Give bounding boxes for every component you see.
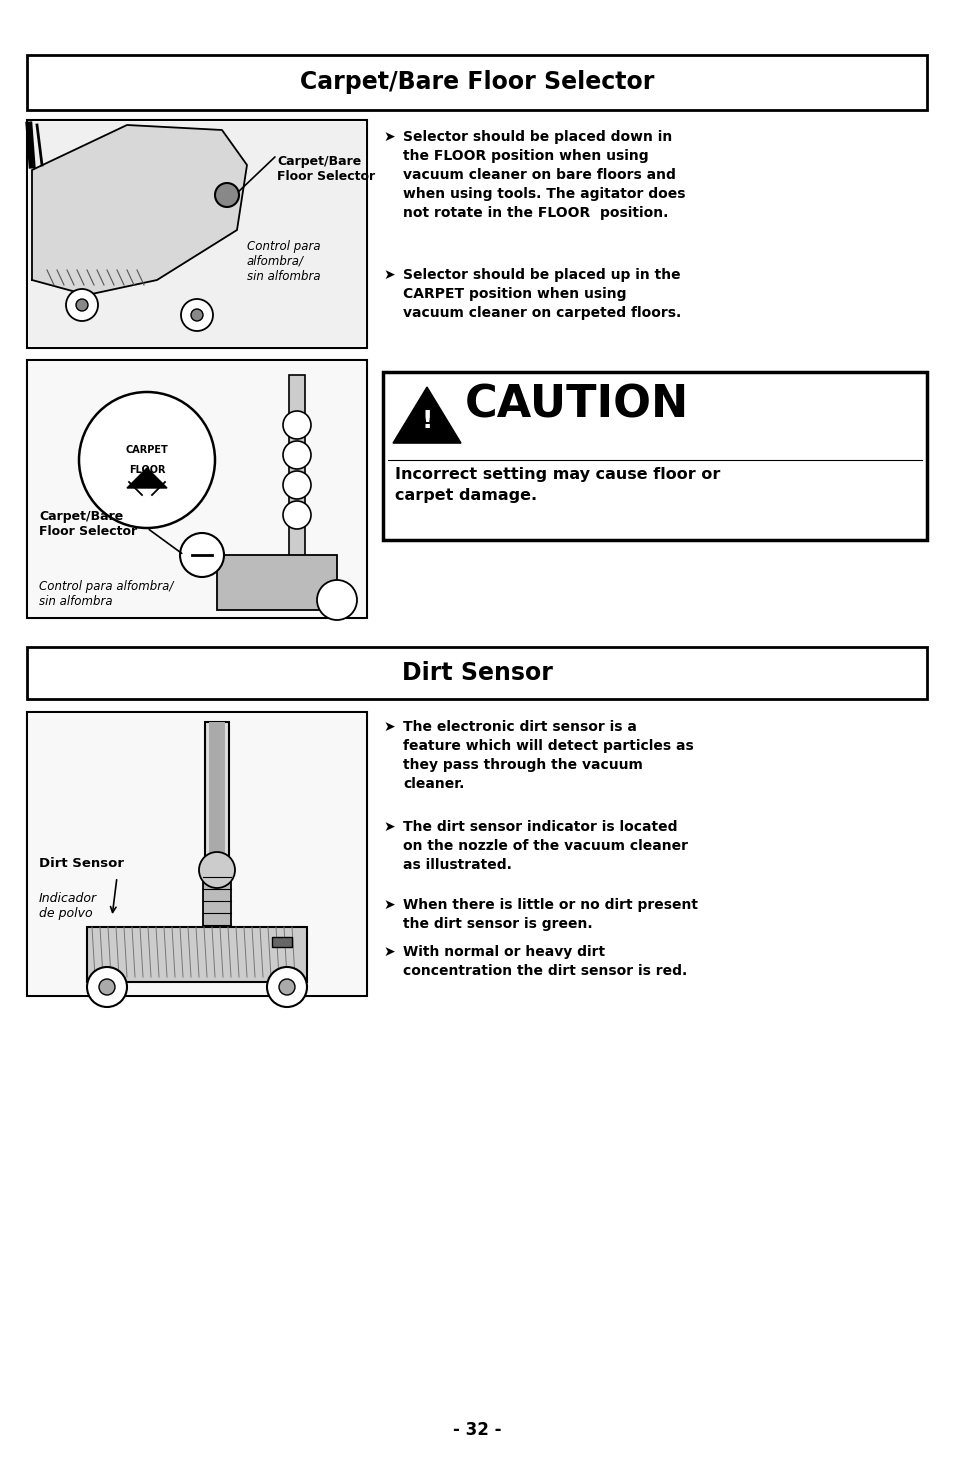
Text: Dirt Sensor: Dirt Sensor — [401, 661, 552, 684]
Text: ➤: ➤ — [382, 268, 395, 282]
Text: When there is little or no dirt present
the dirt sensor is green.: When there is little or no dirt present … — [402, 898, 698, 931]
Text: CAUTION: CAUTION — [464, 384, 688, 426]
Bar — [27, 360, 367, 618]
Bar — [272, 937, 292, 947]
Bar — [289, 375, 305, 575]
Text: Selector should be placed up in the
CARPET position when using
vacuum cleaner on: Selector should be placed up in the CARP… — [402, 268, 680, 320]
Circle shape — [283, 412, 311, 440]
Text: Dirt Sensor: Dirt Sensor — [39, 857, 124, 870]
Text: Control para
alfombra/
sin alfombra: Control para alfombra/ sin alfombra — [247, 240, 320, 283]
Text: !: ! — [421, 409, 433, 434]
Text: Indicador
de polvo: Indicador de polvo — [39, 892, 97, 920]
Text: ➤: ➤ — [382, 130, 395, 145]
Text: CARPET: CARPET — [126, 445, 168, 454]
Circle shape — [79, 392, 214, 528]
Circle shape — [316, 580, 356, 620]
Text: The dirt sensor indicator is located
on the nozzle of the vacuum cleaner
as illu: The dirt sensor indicator is located on … — [402, 820, 687, 872]
Circle shape — [87, 968, 127, 1007]
Text: Control para alfombra/
sin alfombra: Control para alfombra/ sin alfombra — [39, 580, 173, 608]
Circle shape — [214, 183, 239, 207]
Circle shape — [99, 979, 115, 996]
Bar — [29, 714, 365, 994]
Bar — [27, 648, 926, 699]
Bar — [27, 712, 367, 996]
Polygon shape — [393, 386, 460, 442]
Circle shape — [191, 308, 203, 322]
Text: FLOOR: FLOOR — [129, 465, 165, 475]
Bar — [209, 721, 225, 867]
Text: Selector should be placed down in
the FLOOR position when using
vacuum cleaner o: Selector should be placed down in the FL… — [402, 130, 685, 220]
Polygon shape — [32, 125, 247, 295]
Text: ➤: ➤ — [382, 720, 395, 735]
Circle shape — [283, 502, 311, 530]
Text: Carpet/Bare
Floor Selector: Carpet/Bare Floor Selector — [39, 510, 137, 538]
Bar — [87, 926, 307, 982]
Text: - 32 -: - 32 - — [453, 1420, 500, 1440]
Polygon shape — [127, 468, 167, 488]
Circle shape — [180, 532, 224, 577]
Circle shape — [199, 853, 234, 888]
Text: Incorrect setting may cause floor or
carpet damage.: Incorrect setting may cause floor or car… — [395, 468, 720, 503]
Text: ➤: ➤ — [382, 898, 395, 912]
Text: ➤: ➤ — [382, 945, 395, 959]
Bar — [203, 872, 231, 932]
Text: The electronic dirt sensor is a
feature which will detect particles as
they pass: The electronic dirt sensor is a feature … — [402, 720, 693, 791]
Circle shape — [267, 968, 307, 1007]
Bar — [27, 119, 367, 348]
Text: ➤: ➤ — [382, 820, 395, 833]
Bar — [29, 122, 365, 347]
Circle shape — [66, 289, 98, 322]
Circle shape — [76, 299, 88, 311]
Bar — [382, 372, 926, 540]
Text: With normal or heavy dirt
concentration the dirt sensor is red.: With normal or heavy dirt concentration … — [402, 945, 686, 978]
Bar — [205, 721, 229, 867]
Circle shape — [278, 979, 294, 996]
Circle shape — [283, 441, 311, 469]
Bar — [27, 55, 926, 111]
Bar — [216, 555, 336, 611]
Circle shape — [283, 471, 311, 499]
Circle shape — [181, 299, 213, 330]
Text: Carpet/Bare
Floor Selector: Carpet/Bare Floor Selector — [276, 155, 375, 183]
Bar — [29, 361, 365, 617]
Text: Carpet/Bare Floor Selector: Carpet/Bare Floor Selector — [299, 71, 654, 94]
